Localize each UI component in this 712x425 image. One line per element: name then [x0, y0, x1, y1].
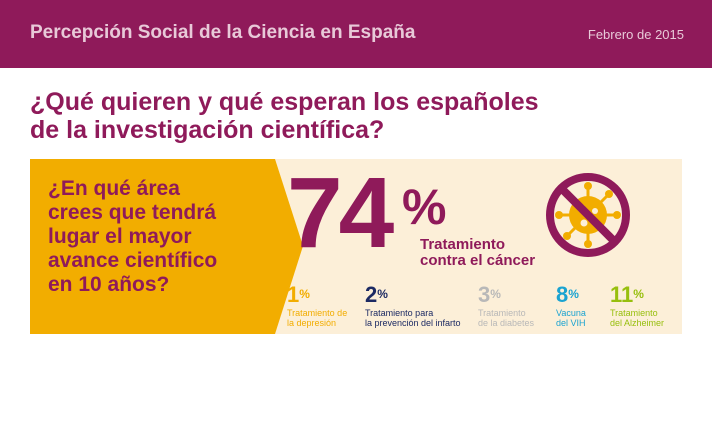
question-line: avance científico — [48, 249, 218, 272]
stat-value: 2 — [365, 282, 378, 307]
header-date: Febrero de 2015 — [587, 27, 684, 42]
stat-label-line: la depresión — [287, 318, 337, 328]
header-bar: Percepción Social de la Ciencia en Españ… — [0, 0, 712, 68]
headline-line-2: de la investigación científica? — [30, 116, 385, 144]
question-line: crees que tendrá — [48, 201, 217, 224]
question-arrow — [30, 159, 303, 334]
stat-label-line: de la diabetes — [478, 318, 535, 328]
main-stat-label-line: contra el cáncer — [420, 252, 536, 269]
stat-label-line: Tratamiento de — [287, 308, 348, 318]
stat-alzheimer: 11% Tratamiento del Alzheimer — [610, 282, 665, 329]
headline-line-1: ¿Qué quieren y qué esperan los españoles — [30, 88, 539, 116]
no-virus-icon — [544, 171, 632, 259]
stat-label-line: la prevención del infarto — [365, 318, 461, 328]
stat-unit: % — [490, 287, 501, 301]
header-title: Percepción Social de la Ciencia en Españ… — [30, 22, 416, 43]
stat-infarto: 2% Tratamiento para la prevención del in… — [365, 282, 461, 329]
stat-unit: % — [299, 287, 310, 301]
stat-value: 8 — [556, 282, 569, 307]
arrow-shape — [30, 159, 303, 334]
stat-unit: % — [633, 287, 644, 301]
stat-label-line: Tratamiento — [610, 308, 658, 318]
question-line: en 10 años? — [48, 273, 170, 296]
stat-label-line: del Alzheimer — [610, 318, 665, 328]
page-headline: ¿Qué quieren y qué esperan los españoles… — [30, 88, 690, 144]
stat-value: 1 — [287, 282, 300, 307]
stat-vih: 8% Vacuna del VIH — [556, 282, 586, 329]
question-line: lugar el mayor — [48, 225, 192, 248]
stat-depresion: 1% Tratamiento de la depresión — [287, 282, 348, 329]
stat-unit: % — [377, 287, 388, 301]
stat-label-line: Tratamiento para — [365, 308, 434, 318]
stat-label-line: Vacuna — [556, 308, 586, 318]
main-stat-value: 74 — [287, 157, 394, 269]
stat-value: 11 — [610, 282, 634, 307]
stat-unit: % — [568, 287, 579, 301]
main-stat-label-line: Tratamiento — [420, 236, 506, 253]
main-stat-unit: % — [402, 179, 447, 235]
stat-label-line: Tratamiento — [478, 308, 526, 318]
main-stat-label: Tratamiento contra el cáncer — [420, 237, 560, 269]
stat-diabetes: 3% Tratamiento de la diabetes — [478, 282, 535, 329]
question-text: ¿En qué área crees que tendrá lugar el m… — [48, 177, 283, 297]
question-line: ¿En qué área — [48, 177, 180, 200]
stat-label-line: del VIH — [556, 318, 586, 328]
stat-value: 3 — [478, 282, 491, 307]
